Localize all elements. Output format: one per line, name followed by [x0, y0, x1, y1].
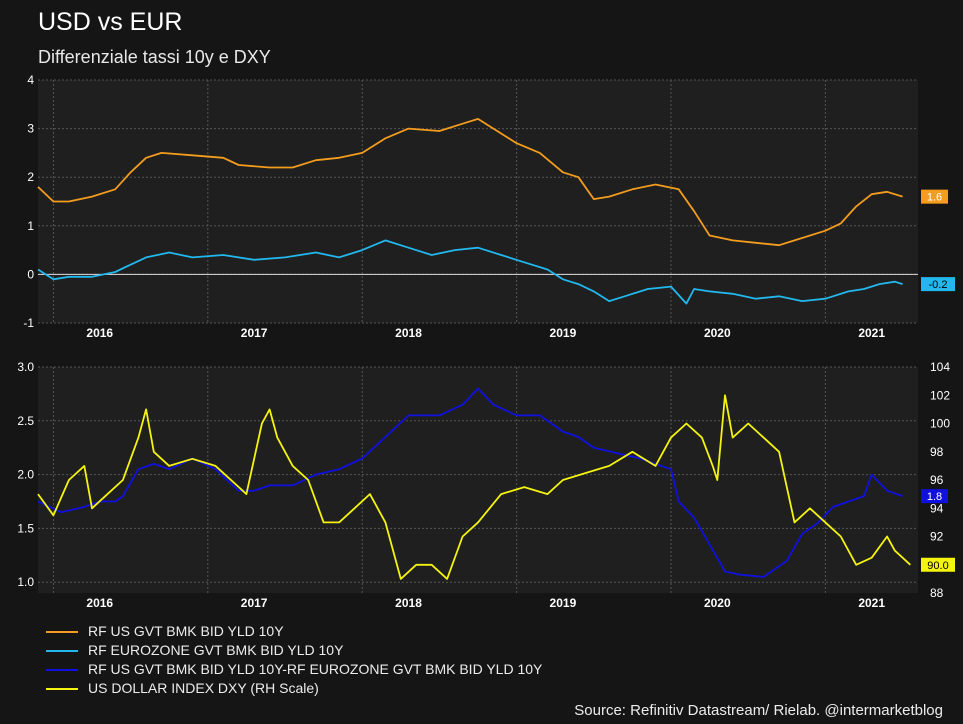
y-tick-label: 3.0 — [17, 360, 34, 374]
y-right-tick-label: 94 — [930, 501, 944, 515]
series-line — [37, 387, 903, 578]
legend-label-spread: RF US GVT BMK BID YLD 10Y-RF EUROZONE GV… — [88, 661, 543, 677]
legend-label-eu-10y: RF EUROZONE GVT BMK BID YLD 10Y — [88, 642, 344, 658]
x-tick-label: 2020 — [704, 326, 731, 340]
y-right-tick-label: 104 — [930, 360, 950, 374]
legend-item-eu-10y: RF EUROZONE GVT BMK BID YLD 10Y — [46, 641, 542, 660]
x-tick-label: 2020 — [704, 596, 731, 610]
legend-item-dxy: US DOLLAR INDEX DXY (RH Scale) — [46, 679, 542, 698]
label-layer: 2016 2017 2018 2019 2020 2021 -1 0 1 2 3 4 1.6 -0.2 20… — [17, 73, 955, 610]
y-right-tick-label: 96 — [930, 473, 944, 487]
x-tick-label: 2021 — [858, 326, 885, 340]
x-tick-label: 2019 — [550, 326, 577, 340]
legend-swatch-eu-10y — [46, 649, 78, 652]
x-tick-label: 2017 — [241, 596, 268, 610]
legend-label-dxy: US DOLLAR INDEX DXY (RH Scale) — [88, 680, 319, 696]
legend-swatch-us-10y — [46, 630, 78, 633]
series-line — [37, 239, 903, 305]
legend: RF US GVT BMK BID YLD 10Y RF EUROZONE GV… — [46, 622, 542, 698]
legend-label-us-10y: RF US GVT BMK BID YLD 10Y — [88, 623, 284, 639]
series-line — [37, 394, 911, 580]
y-tick-label: -1 — [23, 316, 34, 330]
last-value-badge — [921, 489, 948, 504]
y-tick-label: 3 — [27, 122, 34, 136]
y-tick-label: 0 — [27, 267, 34, 281]
bottom-plot-area — [38, 367, 918, 593]
source-note: Source: Refinitiv Datastream/ Rielab. @i… — [574, 702, 943, 719]
last-value-label: -0.2 — [929, 279, 948, 291]
legend-swatch-spread — [46, 668, 78, 671]
last-value-badge — [921, 189, 948, 204]
top-plot-area — [38, 80, 918, 323]
x-tick-label: 2021 — [858, 596, 885, 610]
y-right-tick-label: 88 — [930, 586, 944, 600]
y-right-tick-label: 98 — [930, 445, 944, 459]
y-tick-label: 2.0 — [17, 468, 34, 482]
y-right-tick-label: 100 — [930, 417, 950, 431]
chart-title: USD vs EUR — [38, 8, 183, 36]
x-tick-label: 2018 — [395, 326, 422, 340]
last-value-label: 1.6 — [927, 192, 942, 204]
last-value-label: 1.8 — [927, 491, 942, 503]
last-value-badge — [921, 557, 955, 572]
x-tick-label: 2019 — [550, 596, 577, 610]
y-tick-label: 4 — [27, 73, 34, 87]
series-layer — [37, 118, 911, 580]
y-tick-label: 2 — [27, 170, 34, 184]
last-value-label: 90.0 — [927, 560, 948, 572]
x-tick-label: 2016 — [86, 326, 113, 340]
x-tick-label: 2016 — [86, 596, 113, 610]
y-tick-label: 1.0 — [17, 575, 34, 589]
x-tick-label: 2017 — [241, 326, 268, 340]
grid-layer — [38, 79, 918, 593]
last-value-badge — [921, 277, 955, 292]
y-tick-label: 2.5 — [17, 414, 34, 428]
legend-item-us-10y: RF US GVT BMK BID YLD 10Y — [46, 622, 542, 641]
series-line — [37, 118, 903, 247]
legend-item-spread: RF US GVT BMK BID YLD 10Y-RF EUROZONE GV… — [46, 660, 542, 679]
x-tick-label: 2018 — [395, 596, 422, 610]
y-tick-label: 1.5 — [17, 521, 34, 535]
y-right-tick-label: 92 — [930, 530, 944, 544]
y-right-tick-label: 102 — [930, 388, 950, 402]
y-tick-label: 1 — [27, 219, 34, 233]
legend-swatch-dxy — [46, 687, 78, 690]
chart-subtitle: Differenziale tassi 10y e DXY — [38, 47, 271, 67]
